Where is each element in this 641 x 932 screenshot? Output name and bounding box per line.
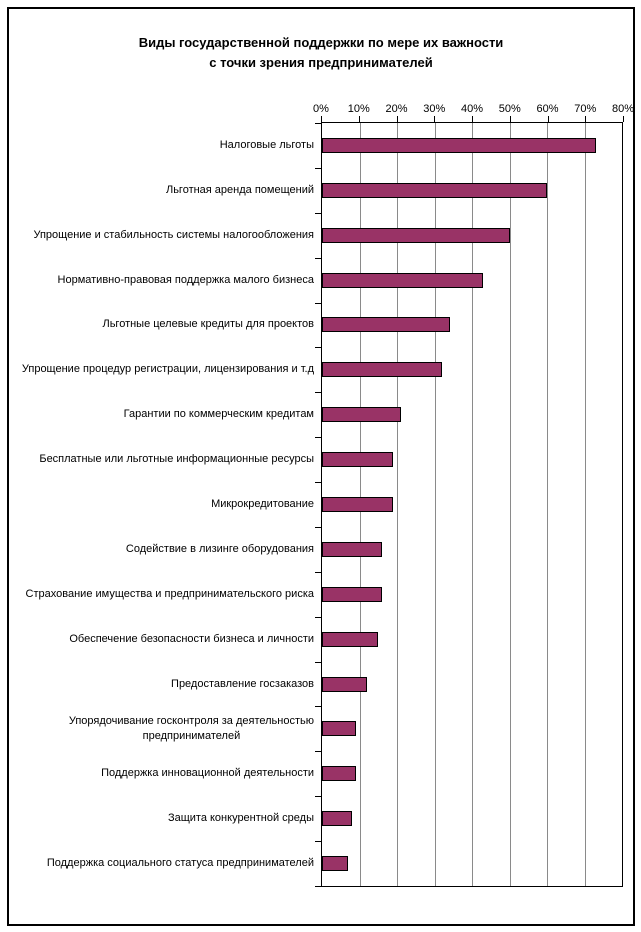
bar-category-16 (322, 811, 352, 827)
x-axis-tick-mark (396, 116, 398, 122)
category-label-row: Микрокредитование (13, 482, 314, 527)
category-label-row: Поддержка инновационной деятельности (13, 751, 314, 796)
category-label-row: Страхование имущества и предпринимательс… (13, 572, 314, 617)
bar-category-15 (322, 766, 356, 782)
gridline (584, 123, 586, 886)
y-axis-tick-mark (315, 212, 321, 214)
category-label: Обеспечение безопасности бизнеса и лично… (69, 632, 314, 645)
y-axis-tick-mark (315, 392, 321, 394)
category-label: Упрощение и стабильность системы налогоо… (33, 228, 314, 241)
y-axis-tick-mark (315, 482, 321, 484)
category-label-row: Защита конкурентной среды (13, 796, 314, 841)
x-axis-tick-label: 0% (313, 103, 329, 115)
category-label: Микрокредитование (211, 497, 314, 510)
x-axis-tick-mark (434, 116, 436, 122)
category-label-row: Упрощение и стабильность системы налогоо… (13, 213, 314, 258)
bar-category-11 (322, 586, 382, 602)
bar-category-6 (322, 362, 442, 378)
category-label: Поддержка социального статуса предприним… (46, 857, 314, 870)
category-label: Нормативно-правовая поддержка малого биз… (57, 273, 314, 286)
category-label: Предоставление госзаказов (171, 677, 314, 690)
x-axis-tick-label: 10% (347, 103, 370, 115)
y-axis-tick-mark (315, 347, 321, 349)
category-label-row: Упорядочивание госконтроля за деятельнос… (13, 706, 314, 751)
bar-category-8 (322, 452, 394, 468)
category-label: Бесплатные или льготные информационные р… (39, 453, 314, 466)
category-label: Поддержка инновационной деятельности (101, 767, 314, 780)
bar-category-10 (322, 541, 382, 557)
category-label: Упрощение процедур регистрации, лицензир… (21, 363, 314, 376)
x-axis-tick-label: 30% (423, 103, 446, 115)
x-axis-tick-mark (472, 116, 473, 122)
y-axis-tick-mark (315, 796, 321, 798)
y-axis-tick-mark (315, 571, 321, 573)
chart-frame: Виды государственной поддержки по мере и… (7, 7, 635, 926)
gridline (434, 123, 436, 886)
category-label: Упорядочивание госконтроля за деятельнос… (68, 714, 314, 742)
bar-category-17 (322, 856, 349, 872)
category-label-row: Льготные целевые кредиты для проектов (13, 303, 314, 348)
y-axis-tick-mark (315, 751, 321, 753)
x-axis-tick-mark (547, 116, 549, 122)
bar-category-14 (322, 721, 356, 737)
gridline (509, 123, 511, 886)
category-label: Содействие в лизинге оборудования (125, 542, 314, 555)
category-label: Льготные целевые кредиты для проектов (102, 318, 314, 331)
x-axis-tick-label: 20% (385, 103, 408, 115)
category-label: Гарантии по коммерческим кредитам (123, 408, 314, 421)
x-axis-tick-label: 50% (498, 103, 521, 115)
bar-category-5 (322, 317, 450, 333)
chart-title-line1: Виды государственной поддержки по мере и… (138, 35, 504, 50)
y-axis-tick-mark (315, 526, 321, 528)
y-axis-tick-mark (315, 841, 321, 843)
bar-category-2 (322, 182, 547, 198)
x-axis-tick-mark (623, 116, 624, 122)
y-axis-tick-mark (315, 123, 321, 124)
category-label-row: Предоставление госзаказов (13, 662, 314, 707)
x-axis-tick-label: 80% (611, 103, 635, 115)
bar-category-12 (322, 631, 379, 647)
bar-category-3 (322, 227, 510, 243)
category-label-row: Обеспечение безопасности бизнеса и лично… (13, 617, 314, 662)
chart-title-line2: с точки зрения предпринимателей (209, 55, 433, 70)
y-axis-tick-mark (315, 886, 321, 887)
category-label-row: Налоговые льготы (13, 123, 314, 168)
y-axis-tick-mark (315, 257, 321, 259)
bar-category-1 (322, 137, 596, 153)
category-label: Страхование имущества и предпринимательс… (25, 587, 314, 600)
x-axis-tick-label: 70% (574, 103, 597, 115)
x-axis-tick-label: 60% (536, 103, 559, 115)
x-axis-tick-mark (585, 116, 587, 122)
gridline (397, 123, 398, 886)
gridline (472, 123, 473, 886)
y-axis-tick-mark (315, 437, 321, 439)
category-label: Льготная аренда помещений (165, 183, 314, 196)
category-label-row: Упрощение процедур регистрации, лицензир… (13, 347, 314, 392)
y-axis-tick-mark (315, 167, 321, 169)
bar-category-4 (322, 272, 484, 288)
bar-category-9 (322, 497, 394, 512)
x-axis-tick-mark (509, 116, 511, 122)
chart-title: Виды государственной поддержки по мере и… (9, 33, 633, 73)
x-axis-tick-mark (321, 116, 322, 122)
y-axis-tick-mark (315, 616, 321, 618)
plot-area (321, 122, 623, 887)
x-axis-tick-mark (358, 116, 360, 122)
bar-category-7 (322, 407, 401, 423)
category-label-row: Содействие в лизинге оборудования (13, 527, 314, 572)
category-label: Защита конкурентной среды (167, 812, 314, 825)
y-axis-tick-mark (315, 302, 321, 304)
x-axis-tick-label: 40% (460, 103, 484, 115)
category-label-row: Бесплатные или льготные информационные р… (13, 437, 314, 482)
y-axis-tick-mark (315, 706, 321, 708)
gridline (547, 123, 548, 886)
category-label: Налоговые льготы (219, 138, 314, 151)
bar-category-13 (322, 676, 367, 692)
category-label-row: Гарантии по коммерческим кредитам (13, 392, 314, 437)
category-label-row: Льготная аренда помещений (13, 168, 314, 213)
category-label-row: Нормативно-правовая поддержка малого биз… (13, 258, 314, 303)
y-axis-tick-mark (315, 661, 321, 663)
category-label-row: Поддержка социального статуса предприним… (13, 841, 314, 886)
